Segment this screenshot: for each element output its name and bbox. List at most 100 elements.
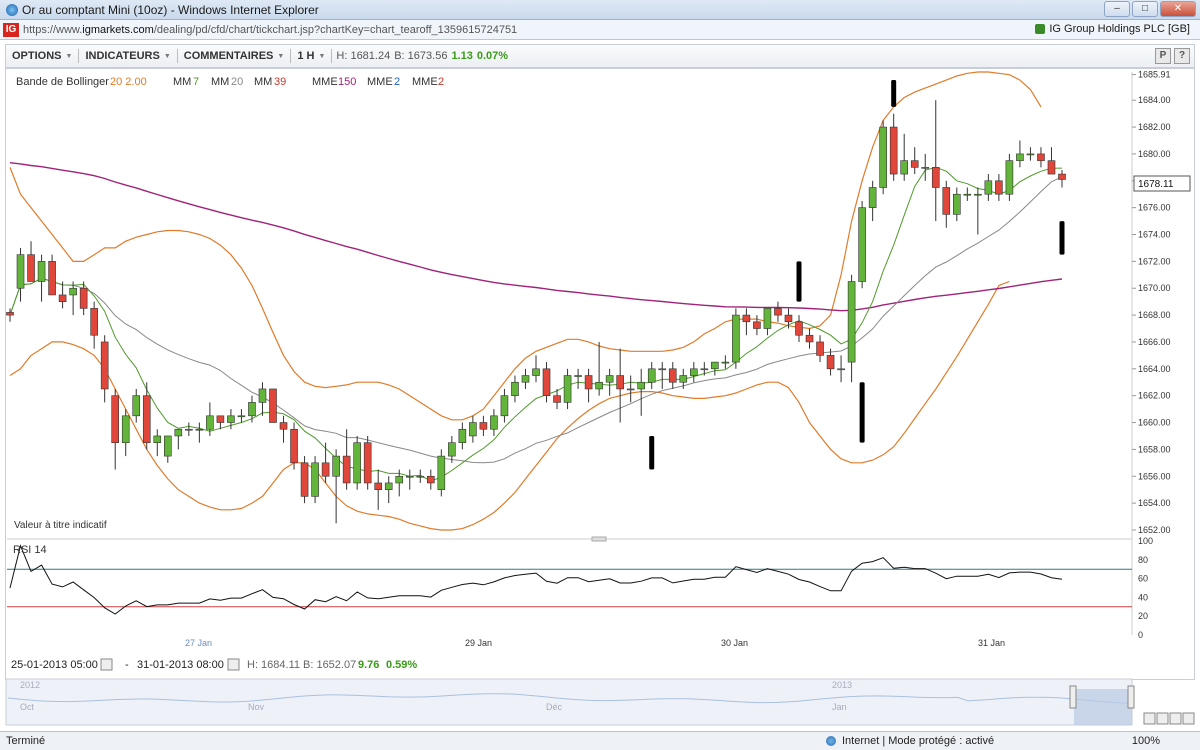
close-button[interactable]: ✕ xyxy=(1160,1,1196,17)
candle-body xyxy=(363,442,372,484)
candle-body xyxy=(974,193,982,196)
price-chart[interactable]: 1652.00 1654.00 1656.00 1658.00 1660.00 1662.… xyxy=(0,0,1200,731)
nav-label-2013: 2013 xyxy=(832,680,852,690)
scroll-left-icon[interactable] xyxy=(1143,712,1156,725)
url-text[interactable]: https://www.igmarkets.com/dealing/pd/cfd… xyxy=(23,23,518,36)
y-tick-label: 1674.00 xyxy=(1138,230,1171,240)
y-tick-label: 1658.00 xyxy=(1138,444,1171,454)
y-tick-label: 1656.00 xyxy=(1138,471,1171,481)
range-end-date[interactable]: 31-01-2013 08:00 xyxy=(137,659,224,671)
candle-body xyxy=(490,415,498,430)
candle-body xyxy=(164,435,172,457)
candle-body xyxy=(395,475,404,484)
interval-select[interactable]: 1 H ▼ xyxy=(297,50,326,62)
legend-mm3-label: MM xyxy=(254,76,272,88)
candle-body xyxy=(269,388,277,423)
candle-body xyxy=(132,395,141,417)
candle-body xyxy=(216,415,225,423)
navigator-strip[interactable]: 2012 Oct Nov Déc 2013 Jan xyxy=(5,678,1195,726)
range-high: H: 1684.11 xyxy=(247,659,300,671)
zoom-level[interactable]: 100% xyxy=(1131,735,1160,747)
candle-body xyxy=(616,375,624,390)
candle-body xyxy=(721,361,730,364)
nav-label-nov: Nov xyxy=(248,702,265,712)
site-identity-badge[interactable]: IG Group Holdings PLC [GB] xyxy=(1035,23,1190,35)
toolbar-divider xyxy=(290,49,292,63)
y-tick-label: 1666.00 xyxy=(1138,337,1171,347)
candle-body xyxy=(816,341,824,356)
rsi-tick-label: 0 xyxy=(1138,630,1143,640)
candle-body xyxy=(689,368,698,376)
legend-mme3-value: 2 xyxy=(438,76,444,88)
legend-mme1-label: MME xyxy=(312,76,338,88)
minimize-button[interactable]: – xyxy=(1104,1,1130,17)
security-zone[interactable]: Internet | Mode protégé : activé xyxy=(842,735,995,747)
legend-mm1-value: 7 xyxy=(193,76,199,88)
lock-icon xyxy=(1035,24,1046,34)
candle-body xyxy=(763,308,772,329)
status-bar: Terminé Internet | Mode protégé : activé… xyxy=(0,731,1200,750)
print-button[interactable]: P xyxy=(1155,48,1171,64)
scroll-right-icon[interactable] xyxy=(1169,712,1182,725)
range-start-date[interactable]: 25-01-2013 05:00 xyxy=(11,659,98,671)
range-low: B: 1652.07 xyxy=(303,659,356,671)
candle-body xyxy=(637,381,646,390)
candle-body xyxy=(952,193,961,215)
mme150-line xyxy=(9,162,1063,312)
y-tick-label: 1652.00 xyxy=(1138,525,1171,535)
maximize-button[interactable]: □ xyxy=(1132,1,1158,17)
candle-body xyxy=(100,341,109,390)
candle-body xyxy=(332,455,340,477)
candle-body xyxy=(374,482,383,490)
nav-label-oct: Oct xyxy=(20,702,35,712)
bollinger-upper-band xyxy=(9,71,1042,421)
candle-body xyxy=(532,368,540,376)
zoom-icon[interactable] xyxy=(1156,712,1169,725)
y-tick-label: 1684.00 xyxy=(1138,95,1171,105)
y-tick-label: 1662.00 xyxy=(1138,391,1171,401)
chevron-down-icon: ▼ xyxy=(277,52,285,60)
rsi-tick-label: 80 xyxy=(1138,555,1148,565)
candle-body xyxy=(563,375,572,403)
navigator-right-handle[interactable] xyxy=(1127,685,1135,709)
y-tick-label: 1672.00 xyxy=(1138,256,1171,266)
candle-body xyxy=(500,395,509,417)
chevron-down-icon: ▼ xyxy=(163,52,171,60)
calendar-icon[interactable] xyxy=(227,658,240,671)
candle-body xyxy=(248,402,256,417)
candle-body xyxy=(700,368,709,371)
rsi-label: RSI 14 xyxy=(13,544,47,556)
toolbar-divider xyxy=(78,49,80,63)
comments-menu[interactable]: COMMENTAIRES ▼ xyxy=(183,50,285,62)
calendar-icon[interactable] xyxy=(100,658,113,671)
expand-icon[interactable] xyxy=(1182,712,1195,725)
candle-body xyxy=(290,428,298,464)
candle-body xyxy=(910,160,919,168)
y-tick-label: 1654.00 xyxy=(1138,498,1171,508)
candle-body xyxy=(1037,153,1045,161)
legend-mme1-value: 150 xyxy=(338,76,356,88)
candle-body xyxy=(847,281,856,363)
toolbar-divider xyxy=(331,49,333,63)
chart-frame[interactable] xyxy=(5,68,1195,680)
address-bar[interactable]: IG https://www.igmarkets.com/dealing/pd/… xyxy=(0,20,1200,40)
candle-body xyxy=(921,167,930,169)
y-tick-label: 1680.00 xyxy=(1138,149,1171,159)
candle-body xyxy=(458,428,467,443)
options-menu[interactable]: OPTIONS ▼ xyxy=(12,50,73,62)
navigator-line xyxy=(7,693,1129,704)
candle-body xyxy=(448,442,456,457)
indicators-menu[interactable]: INDICATEURS ▼ xyxy=(85,50,171,62)
candle-body xyxy=(837,368,845,371)
y-tick-label: 1676.00 xyxy=(1138,203,1171,213)
help-button[interactable]: ? xyxy=(1174,48,1190,64)
legend-mm3-value: 39 xyxy=(274,76,286,88)
x-label-30jan: 30 Jan xyxy=(721,638,748,648)
candle-body xyxy=(206,415,214,430)
navigator-window[interactable] xyxy=(1074,689,1132,725)
candle-body xyxy=(479,422,488,430)
globe-icon xyxy=(826,736,836,746)
navigator-left-handle[interactable] xyxy=(1069,685,1077,709)
legend-mme2-label: MME xyxy=(367,76,393,88)
legend-mme2-value: 2 xyxy=(394,76,400,88)
